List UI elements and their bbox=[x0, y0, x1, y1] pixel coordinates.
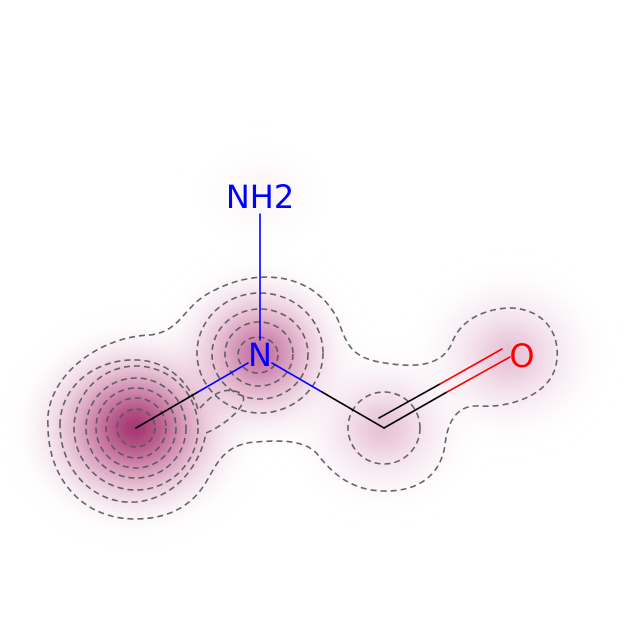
density-blob-amine bbox=[182, 133, 342, 257]
bond-carbonyl-main-black bbox=[383, 391, 448, 429]
bond-methyl-to-nitrogen-black bbox=[135, 391, 199, 429]
bond-carbonyl-double-red bbox=[439, 348, 503, 385]
contour-nitrogen-ring-4 bbox=[237, 336, 279, 374]
bond-carbonyl-double-black bbox=[378, 383, 441, 419]
contour-left-ring-1 bbox=[59, 359, 245, 503]
amine-label: NH2 bbox=[226, 178, 294, 216]
atom-labels: NH2 N O bbox=[226, 178, 535, 375]
contour-outer bbox=[47, 276, 558, 520]
contour-nitrogen-ring-2 bbox=[211, 308, 309, 400]
contour-left-ring-6 bbox=[116, 408, 156, 448]
contour-carbonyl-ring bbox=[347, 391, 421, 465]
bond-methyl-to-nitrogen-blue bbox=[197, 362, 249, 393]
contour-left-ring-5 bbox=[105, 397, 167, 459]
contour-left-ring-2 bbox=[73, 365, 199, 491]
nitrogen-label: N bbox=[248, 336, 272, 374]
bond-nitrogen-to-carbonyl-black bbox=[321, 391, 385, 429]
contour-nitrogen-ring-1 bbox=[196, 292, 324, 414]
density-blob-oxygen bbox=[405, 260, 615, 450]
bonds bbox=[135, 213, 511, 429]
contour-nitrogen-ring-3 bbox=[224, 321, 294, 387]
density-field bbox=[10, 133, 615, 538]
contour-left-ring-4 bbox=[95, 387, 177, 469]
bond-nitrogen-to-carbonyl-blue bbox=[271, 362, 323, 393]
bond-carbonyl-main-red bbox=[446, 356, 511, 393]
contour-lines bbox=[47, 276, 558, 520]
oxygen-label: O bbox=[509, 337, 534, 375]
contour-left-ring-3 bbox=[85, 377, 187, 479]
